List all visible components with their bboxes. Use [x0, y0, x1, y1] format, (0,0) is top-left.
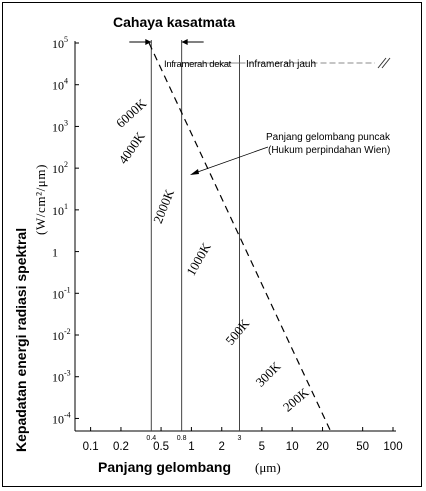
visible-arrowhead-right	[181, 39, 188, 45]
curve-label-300k: 300K	[252, 358, 283, 389]
x-tick-label: 10	[286, 441, 299, 453]
x-axis-unit: (μm)	[255, 460, 281, 475]
y-tick-label: 104	[52, 77, 68, 93]
x-tick-label: 20	[316, 441, 329, 453]
y-tick-label: 105	[52, 35, 68, 51]
x-tick-label: 2	[219, 441, 225, 453]
y-axis-unit: (W/cm²/μm)	[33, 164, 48, 235]
peak-annotation-arrowhead	[190, 169, 199, 175]
x-tick-label: 0.2	[113, 441, 129, 453]
y-tick-label: 10-2	[52, 327, 71, 343]
x-tick-label: 0.5	[153, 441, 169, 453]
peak-wavelength-label: Panjang gelombang puncak	[266, 132, 391, 143]
wien-law-label: (Hukum perpindahan Wien)	[268, 145, 390, 156]
y-tick-label: 10-4	[52, 410, 71, 426]
y-tick-label: 101	[52, 202, 68, 218]
x-tick-label: 5	[259, 441, 265, 453]
x-tick-label: 50	[356, 441, 369, 453]
x-tick-label: 1	[188, 441, 194, 453]
far-infrared-label: Inframerah jauh	[246, 59, 316, 70]
figure-frame	[2, 2, 422, 487]
curve-label-200k: 200K	[280, 384, 312, 414]
visible-arrowhead-left	[145, 39, 152, 45]
curve-label-4000k: 4000K	[115, 128, 148, 166]
x-tick-label: 0.1	[83, 441, 99, 453]
curve-label-6000k: 6000K	[113, 95, 150, 130]
y-tick-label: 103	[52, 118, 68, 134]
y-tick-label: 10-3	[52, 369, 71, 385]
curve-label-500k: 500K	[222, 316, 252, 348]
x-tick-label: 100	[383, 441, 402, 453]
near-infrared-label: Inframerah dekat	[164, 59, 232, 70]
y-tick-label: 102	[52, 160, 68, 176]
curve-label-2000k: 2000K	[150, 186, 177, 225]
annotations: Inframerah dekat Inframerah jauh Panjang…	[164, 59, 391, 156]
y-tick-label: 1	[52, 246, 58, 260]
axis-break-mark	[377, 57, 391, 69]
y-tick-label: 10-1	[52, 285, 71, 301]
y-axis-label: Kepadatan energi radiasi spektral	[13, 228, 29, 452]
visible-light-title: Cahaya kasatmata	[113, 14, 235, 30]
x-minor-tick-label: 0.8	[177, 435, 187, 442]
peak-annotation-arrow	[191, 146, 269, 175]
x-axis-label: Panjang gelombang	[98, 459, 231, 475]
x-minor-tick-label: 0.4	[146, 435, 156, 442]
x-minor-tick-label: 3	[238, 435, 242, 442]
reference-lines	[129, 39, 391, 432]
curve-label-1000k: 1000K	[183, 240, 214, 279]
